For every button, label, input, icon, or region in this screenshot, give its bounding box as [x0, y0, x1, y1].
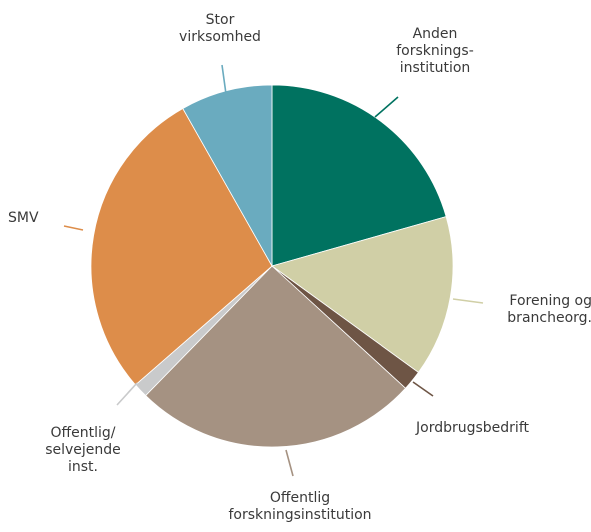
slice-label-line: Stor	[206, 12, 235, 28]
slice-label-line: brancheorg.	[507, 310, 591, 326]
slice-label-2: Jordbrugsbedrift	[415, 420, 530, 436]
slice-label-line: SMV	[8, 210, 39, 226]
slice-label-line: selvejende	[45, 442, 121, 458]
leader-line-6	[222, 65, 226, 94]
slice-label-line: virksomhed	[179, 29, 261, 45]
slice-label-line: Forening og	[509, 293, 591, 309]
slice-label-line: forsknings-	[396, 43, 474, 59]
leader-line-2	[413, 382, 433, 396]
leader-line-1	[453, 299, 483, 303]
leader-line-0	[375, 97, 398, 117]
slice-label-line: Anden	[413, 26, 458, 42]
slice-label-line: Offentlig/	[50, 425, 115, 441]
leader-line-5	[64, 226, 83, 230]
slice-label-6: Stor virksomhed	[179, 12, 261, 45]
slice-label-4: Offentlig/selvejende inst.	[45, 425, 121, 475]
slice-label-line: Offentlig	[270, 490, 330, 506]
slice-label-3: Offentlig forskningsinstitution	[228, 490, 371, 523]
slice-label-line: inst.	[68, 459, 98, 475]
leader-line-4	[117, 383, 137, 405]
slice-label-5: SMV	[8, 210, 39, 226]
slice-label-1: Forening og brancheorg.	[507, 293, 591, 326]
slice-label-line: forskningsinstitution	[228, 507, 371, 523]
pie-slices	[91, 85, 453, 447]
leader-line-3	[286, 450, 293, 476]
slice-label-line: institution	[400, 60, 471, 76]
slice-label-0: Anden forsknings-institution	[396, 26, 474, 76]
slice-label-line: Jordbrugsbedrift	[415, 420, 530, 436]
